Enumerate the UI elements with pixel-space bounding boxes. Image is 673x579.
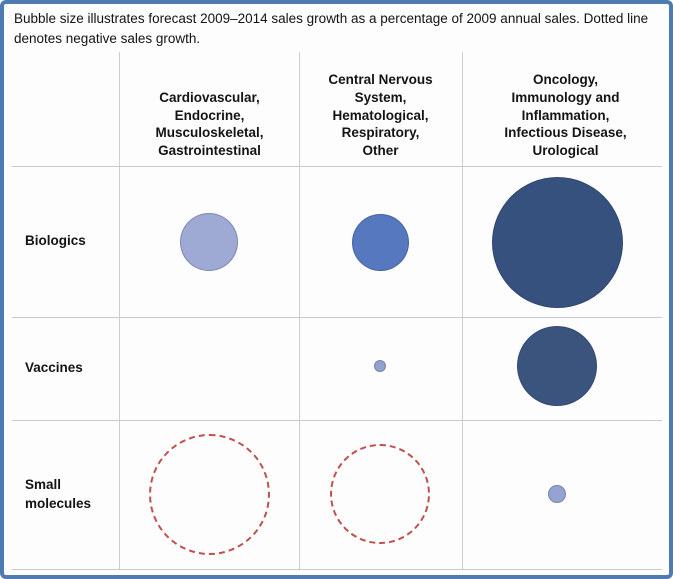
bubble-vaccines-col2 [517, 326, 597, 406]
row-label-biologics: Biologics [25, 166, 117, 317]
grid-vline-2 [299, 52, 300, 569]
column-header-label: Cardiovascular, Endocrine, Musculoskelet… [155, 89, 264, 159]
grid-hline-2 [12, 317, 662, 318]
column-header-label: Oncology, Immunology and Inflammation, I… [504, 71, 627, 159]
column-header-oncology: Oncology, Immunology and Inflammation, I… [463, 50, 668, 160]
column-header-cns: Central Nervous System, Hematological, R… [300, 50, 461, 160]
row-label-text: Small molecules [25, 477, 92, 511]
grid-vline-3 [462, 52, 463, 569]
bubble-biologics-col1 [351, 213, 409, 271]
bubble-small-molecules-col2 [548, 485, 566, 503]
grid-hline-1 [12, 166, 662, 167]
chart-caption: Bubble size illustrates forecast 2009–20… [14, 11, 649, 47]
row-label-vaccines: Vaccines [25, 317, 117, 420]
bubble-small-molecules-col0-negative [148, 433, 270, 555]
row-label-text: Vaccines [25, 360, 83, 376]
grid-vline-1 [119, 52, 120, 569]
row-label-text: Biologics [25, 233, 86, 249]
bubble-small-molecules-col1-negative [330, 444, 430, 544]
bubble-vaccines-col1 [374, 360, 386, 372]
grid-hline-4 [12, 569, 662, 570]
column-header-label: Central Nervous System, Hematological, R… [328, 71, 433, 159]
grid-hline-3 [12, 420, 662, 421]
row-label-small-molecules: Small molecules [25, 420, 117, 569]
bubble-biologics-col2 [491, 176, 623, 308]
bubble-biologics-col0 [180, 213, 238, 271]
column-header-cardiovascular: Cardiovascular, Endocrine, Musculoskelet… [120, 50, 299, 160]
